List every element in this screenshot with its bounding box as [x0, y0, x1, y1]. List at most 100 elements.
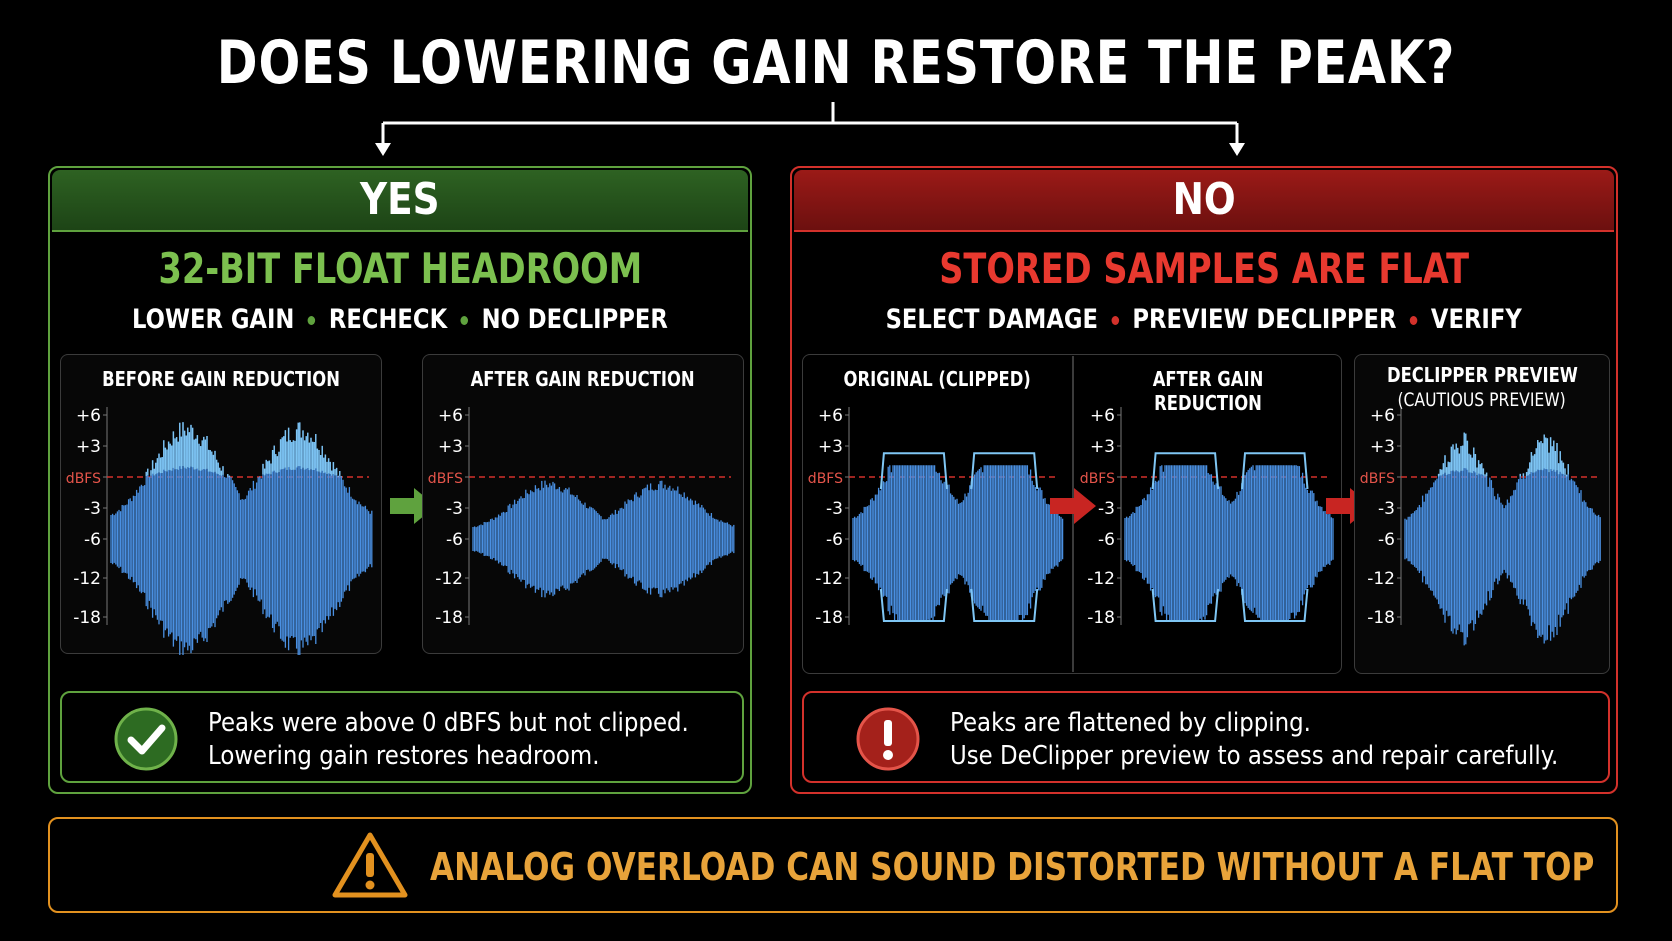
tick-label: +3 — [438, 437, 463, 457]
yes-banner: YES — [52, 170, 748, 232]
no-step-2: PREVIEW DECLIPPER — [1132, 304, 1397, 335]
tick-label: -18 — [73, 608, 101, 628]
waveform — [472, 480, 735, 598]
tick-label: +6 — [818, 406, 843, 426]
connector-right-arrowhead — [1229, 143, 1245, 156]
chart-title: BEFORE GAIN REDUCTION — [102, 367, 340, 391]
waveform — [1404, 432, 1601, 646]
tick-label: -18 — [815, 608, 843, 628]
check-icon — [114, 707, 178, 771]
chart-after-gain-reduction-clipped: +6 +3 0 dBFS -3 -6 -12 -18 AFTER GAIN REDUCTIO… — [1074, 354, 1342, 654]
yes-panel: YES 32-BIT FLOAT HEADROOM LOWER GAIN RECH… — [48, 166, 752, 794]
tick-label: -18 — [1367, 608, 1395, 628]
no-banner-label: NO — [1172, 174, 1236, 225]
tick-label: -6 — [826, 530, 843, 550]
tick-label: 0 dBFS — [803, 471, 843, 487]
clipped-outline-bottom — [1241, 588, 1309, 622]
no-step-3: VERIFY — [1431, 304, 1523, 335]
chart-title: AFTER GAIN REDUCTION — [1152, 367, 1264, 415]
chart-title: ORIGINAL (CLIPPED) — [843, 367, 1031, 391]
tick-label: -12 — [73, 569, 101, 589]
tick-label: +3 — [818, 437, 843, 457]
tick-label: +6 — [1370, 406, 1395, 426]
waveform-plot: +6 +3 0 dBFS -3 -6 -12 -18 — [1075, 406, 1334, 628]
step-separator — [460, 316, 469, 325]
yes-subtitle: 32-BIT FLOAT HEADROOM — [50, 244, 750, 293]
tick-label: -12 — [435, 569, 463, 589]
tick-label: -12 — [815, 569, 843, 589]
tick-label: -6 — [1098, 530, 1115, 550]
tick-label: -6 — [446, 530, 463, 550]
tick-label: +3 — [1090, 437, 1115, 457]
tick-label: -18 — [1087, 608, 1115, 628]
no-note-line-2: Use DeClipper preview to assess and repa… — [950, 741, 1559, 771]
tick-label: 0 dBFS — [61, 471, 101, 487]
clipped-outline-bottom — [1151, 588, 1220, 622]
chart-title: DECLIPPER PREVIEW — [1386, 363, 1578, 387]
clipped-outline-top — [970, 452, 1039, 490]
yes-step-3: NO DECLIPPER — [481, 304, 668, 335]
no-step-1: SELECT DAMAGE — [885, 304, 1099, 335]
footer-text: ANALOG OVERLOAD CAN SOUND DISTORTED WITH… — [430, 845, 1595, 889]
clipped-outline-bottom — [970, 588, 1039, 622]
clipped-outline-top — [1151, 452, 1220, 490]
connector-left-arrowhead — [375, 143, 391, 156]
chart-before-gain-reduction: +6 +3 0 dBFS -3 -6 -12 -18 BEFORE GAIN REDUCTI… — [60, 354, 382, 655]
yes-subtitle-text: 32-BIT FLOAT HEADROOM — [158, 244, 642, 293]
waveform — [1124, 452, 1334, 622]
waveform-plot: +6 +3 0 dBFS -3 -6 -12 -18 — [423, 406, 735, 628]
warning-icon — [332, 832, 408, 898]
waveform-plot: +6 +3 0 dBFS -3 -6 -12 -18 — [61, 406, 373, 655]
no-subtitle-text: STORED SAMPLES ARE FLAT — [939, 244, 1469, 293]
decision-connector — [375, 102, 1245, 156]
no-steps: SELECT DAMAGE PREVIEW DECLIPPER VERIFY — [792, 304, 1616, 335]
tick-label: 0 dBFS — [1075, 471, 1115, 487]
tick-label: -3 — [826, 499, 843, 519]
tick-label: +3 — [1370, 437, 1395, 457]
chart-declipper-preview: +6 +3 0 dBFS -3 -6 -12 -18 DECLIPPER PREVIEW (… — [1354, 354, 1610, 674]
clipped-outline-top — [1241, 452, 1309, 490]
chart-subtitle: (CAUTIOUS PREVIEW) — [1397, 389, 1567, 411]
tick-label: -3 — [84, 499, 101, 519]
tick-label: +6 — [438, 406, 463, 426]
exclamation-icon — [856, 707, 920, 771]
yes-note: Peaks were above 0 dBFS but not clipped.… — [60, 691, 744, 783]
tick-label: -12 — [1367, 569, 1395, 589]
tick-label: +6 — [76, 406, 101, 426]
chart-original-clipped: +6 +3 0 dBFS -3 -6 -12 -18 ORIGINAL (CLIPPED) — [802, 354, 1072, 654]
step-separator — [1410, 316, 1418, 325]
waveform — [110, 422, 373, 655]
clipped-outline-bottom — [879, 588, 948, 622]
waveform — [852, 452, 1064, 622]
tick-label: -18 — [435, 608, 463, 628]
chart-after-gain-reduction: +6 +3 0 dBFS -3 -6 -12 -18 AFTER GAIN REDUCTIO… — [422, 354, 744, 654]
yes-steps: LOWER GAIN RECHECK NO DECLIPPER — [50, 304, 750, 335]
waveform-plot: +6 +3 0 dBFS -3 -6 -12 -18 — [803, 406, 1064, 628]
yes-note-line-1: Peaks were above 0 dBFS but not clipped. — [208, 708, 689, 738]
chart-title: AFTER GAIN REDUCTION — [470, 367, 696, 391]
tick-label: -6 — [84, 530, 101, 550]
waveform-plot: +6 +3 0 dBFS -3 -6 -12 -18 — [1355, 406, 1601, 646]
tick-label: -3 — [446, 499, 463, 519]
step-separator — [1111, 316, 1120, 325]
tick-label: -12 — [1087, 569, 1115, 589]
no-banner: NO — [794, 170, 1614, 232]
tick-label: +3 — [76, 437, 101, 457]
tick-label: -3 — [1378, 499, 1395, 519]
yes-step-1: LOWER GAIN — [132, 304, 295, 335]
tick-label: 0 dBFS — [1355, 471, 1395, 487]
yes-banner-label: YES — [360, 174, 440, 225]
step-separator — [307, 316, 316, 325]
page-title: DOES LOWERING GAIN RESTORE THE PEAK? — [216, 28, 1456, 98]
no-panel: NO STORED SAMPLES ARE FLAT SELECT DAMAGE… — [790, 166, 1618, 794]
yes-step-2: RECHECK — [328, 304, 448, 335]
tick-label: +6 — [1090, 406, 1115, 426]
yes-note-line-2: Lowering gain restores headroom. — [208, 741, 600, 771]
tick-label: -3 — [1098, 499, 1115, 519]
no-subtitle: STORED SAMPLES ARE FLAT — [792, 244, 1616, 293]
clipped-outline-top — [879, 452, 948, 490]
no-note-line-1: Peaks are flattened by clipping. — [950, 708, 1311, 738]
tick-label: 0 dBFS — [423, 471, 463, 487]
no-note: Peaks are flattened by clipping. Use DeC… — [802, 691, 1610, 783]
red-arrow-icon — [1050, 488, 1096, 524]
